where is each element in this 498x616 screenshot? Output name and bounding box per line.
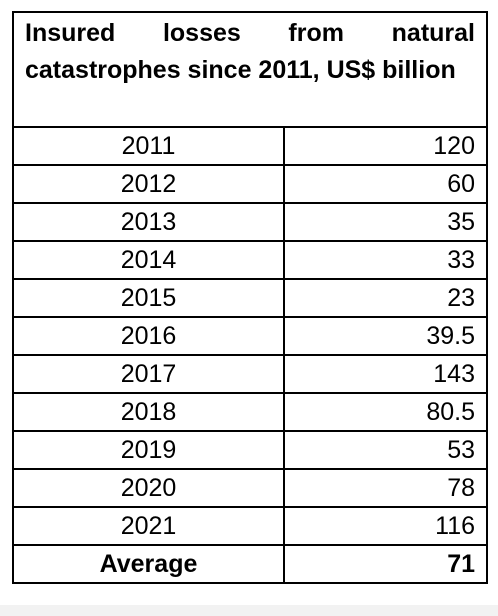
value-cell: 78 (283, 468, 488, 508)
table-row: 2017 143 (12, 354, 488, 394)
value-cell: 60 (283, 164, 488, 204)
table-row: 2014 33 (12, 240, 488, 280)
year-cell: 2020 (12, 468, 285, 508)
table-row: 2013 35 (12, 202, 488, 242)
table-row: 2015 23 (12, 278, 488, 318)
year-cell: 2016 (12, 316, 285, 356)
value-cell: 143 (283, 354, 488, 394)
value-cell: 23 (283, 278, 488, 318)
year-cell: 2021 (12, 506, 285, 546)
average-label: Average (12, 544, 285, 584)
value-cell: 120 (283, 126, 488, 166)
table-row: 2016 39.5 (12, 316, 488, 356)
table-row: 2018 80.5 (12, 392, 488, 432)
table-row: 2021 116 (12, 506, 488, 546)
year-cell: 2018 (12, 392, 285, 432)
table-title: Insured losses from natural catastrophes… (25, 19, 475, 84)
year-cell: 2019 (12, 430, 285, 470)
table-row: 2011 120 (12, 126, 488, 166)
value-cell: 39.5 (283, 316, 488, 356)
table-title-cell: Insured losses from natural catastrophes… (12, 11, 488, 128)
average-row: Average 71 (12, 544, 488, 584)
year-cell: 2013 (12, 202, 285, 242)
year-cell: 2014 (12, 240, 285, 280)
value-cell: 35 (283, 202, 488, 242)
value-cell: 116 (283, 506, 488, 546)
value-cell: 53 (283, 430, 488, 470)
year-cell: 2017 (12, 354, 285, 394)
losses-table: Insured losses from natural catastrophes… (12, 11, 488, 584)
table-row: 2020 78 (12, 468, 488, 508)
average-value: 71 (283, 544, 488, 584)
table-row: 2012 60 (12, 164, 488, 204)
value-cell: 33 (283, 240, 488, 280)
bottom-band (0, 605, 498, 616)
table-body: 2011 120 2012 60 2013 35 2014 33 2015 23… (12, 126, 488, 584)
table-header-row: Insured losses from natural catastrophes… (12, 11, 488, 128)
year-cell: 2011 (12, 126, 285, 166)
table-row: 2019 53 (12, 430, 488, 470)
year-cell: 2015 (12, 278, 285, 318)
value-cell: 80.5 (283, 392, 488, 432)
year-cell: 2012 (12, 164, 285, 204)
